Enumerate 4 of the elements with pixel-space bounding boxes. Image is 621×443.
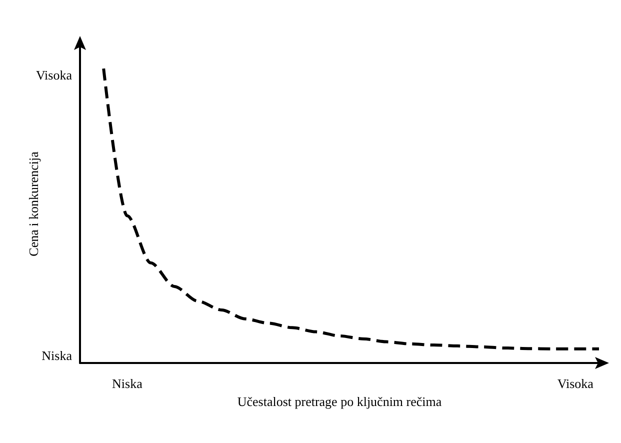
text: Visoka — [36, 68, 72, 83]
y-axis-title: Cena i konkurencija — [26, 151, 41, 256]
text: Niska — [42, 348, 72, 363]
x-axis-title: Učestalost pretrage po ključnim rečima — [237, 394, 442, 409]
